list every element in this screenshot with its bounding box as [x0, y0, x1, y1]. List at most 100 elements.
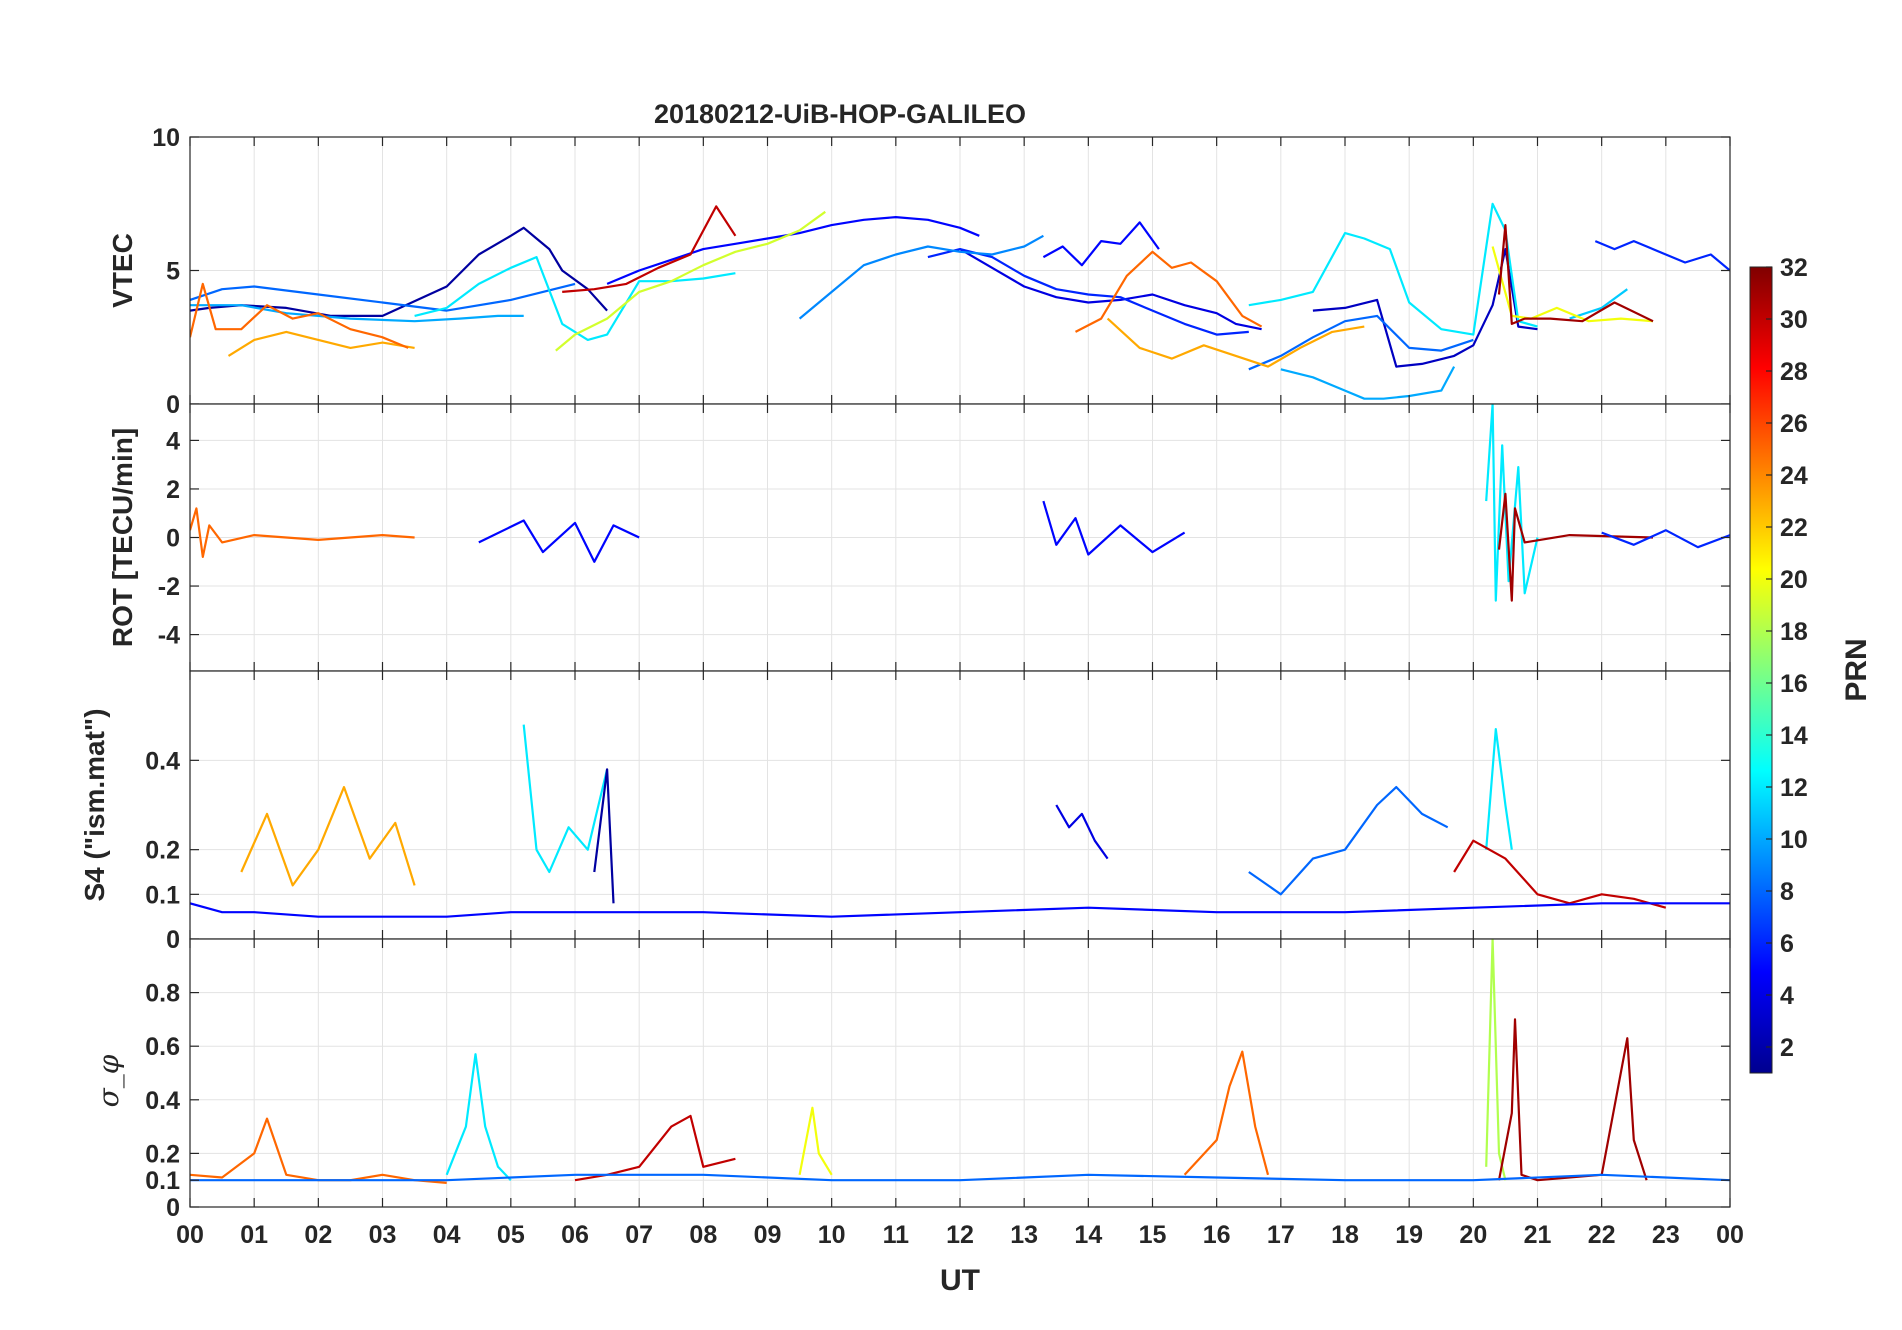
series-prn-8 — [1248, 785, 1449, 896]
x-tick-label: 05 — [497, 1221, 525, 1249]
series-prn-23 — [240, 785, 416, 887]
colorbar-tick-label: 12 — [1780, 774, 1808, 802]
chart-title: 20180212-UiB-HOP-GALILEO — [654, 99, 1026, 129]
y-tick-label: 0 — [166, 391, 180, 419]
series-prn-5 — [478, 519, 640, 563]
y-tick-label: 0.2 — [145, 837, 180, 865]
y-tick-label: 0.1 — [145, 881, 180, 909]
x-axis-label: UT — [940, 1264, 980, 1297]
y-tick-label: 0 — [166, 926, 180, 954]
y-tick-label: 5 — [166, 258, 180, 286]
x-tick-label: 00 — [1716, 1221, 1744, 1249]
series-prn-31 — [1497, 224, 1654, 325]
series-prn-31 — [1497, 1018, 1648, 1182]
series-group — [190, 202, 1730, 400]
series-prn-12 — [414, 256, 736, 341]
y-axis-label: ROT [TECU/min] — [107, 428, 138, 647]
y-tick-label: 4 — [166, 427, 180, 455]
series-prn-30 — [562, 205, 737, 293]
x-tick-label: 14 — [1074, 1221, 1102, 1249]
series-prn-25 — [190, 282, 409, 349]
x-tick-label: 13 — [1010, 1221, 1038, 1249]
series-prn-30 — [1453, 839, 1667, 909]
series-prn-25 — [190, 1117, 447, 1184]
x-tick-label: 16 — [1203, 1221, 1231, 1249]
series-prn-10 — [190, 304, 524, 323]
series-group — [190, 404, 1730, 602]
series-prn-2 — [190, 226, 608, 317]
colorbar-tick-label: 4 — [1780, 982, 1794, 1010]
series-prn-2 — [593, 768, 615, 904]
x-tick-label: 12 — [946, 1221, 974, 1249]
colorbar-tick-label: 14 — [1780, 722, 1808, 750]
series-prn-12 — [445, 1053, 512, 1181]
colorbar-tick-label: 20 — [1780, 566, 1808, 594]
series-prn-12 — [522, 724, 609, 874]
x-tick-label: 11 — [883, 1221, 910, 1249]
series-prn-5 — [606, 216, 980, 285]
x-tick-label: 10 — [818, 1221, 846, 1249]
series-group — [190, 939, 1730, 1184]
series-prn-5 — [1042, 221, 1160, 267]
y-axis-label: VTEC — [107, 233, 138, 308]
x-tick-label: 08 — [689, 1221, 717, 1249]
x-tick-label: 21 — [1524, 1221, 1552, 1249]
series-prn-25 — [1183, 1050, 1270, 1176]
y-axis-label: σ_φ — [92, 1054, 125, 1107]
series-prn-8 — [190, 1173, 1730, 1182]
y-tick-label: 0 — [166, 1194, 180, 1222]
series-prn-25 — [1074, 250, 1263, 333]
panel-s4: 0 0.1 0.2 0.4 S4 ("ism.mat") — [79, 670, 1731, 954]
series-prn-19 — [555, 210, 826, 352]
series-prn-25 — [190, 507, 415, 559]
y-tick-label: 10 — [152, 124, 180, 152]
series-prn-23 — [227, 330, 415, 357]
y-tick-label: 0.1 — [145, 1167, 180, 1195]
colorbar-tick-label: 26 — [1780, 410, 1808, 438]
colorbar-tick-label: 18 — [1780, 618, 1808, 646]
x-tick-label: 19 — [1395, 1221, 1423, 1249]
y-tick-label: 0.4 — [145, 747, 180, 775]
colorbar-tick-label: 32 — [1780, 254, 1808, 282]
series-prn-20 — [798, 1106, 833, 1176]
series-prn-11 — [1569, 288, 1628, 320]
panel-vtec: 0 5 10 VTEC — [107, 124, 1731, 419]
colorbar-tick-label: 22 — [1780, 514, 1808, 542]
x-tick-label: 04 — [433, 1221, 461, 1249]
colorbar-tick-label: 8 — [1780, 878, 1794, 906]
series-prn-31 — [1497, 492, 1654, 602]
series-group — [190, 724, 1730, 918]
y-axis-label: S4 ("ism.mat") — [79, 708, 110, 901]
x-tick-label: 03 — [369, 1221, 397, 1249]
series-prn-8 — [1248, 314, 1474, 371]
y-tick-label: 0 — [166, 525, 180, 553]
x-tick-label: 02 — [304, 1221, 332, 1249]
colorbar-tick-label: 30 — [1780, 306, 1808, 334]
panel-rot: -4 -2 0 2 4 ROT [TECU/min] — [107, 403, 1731, 672]
series-prn-8 — [190, 282, 576, 312]
series-prn-9 — [798, 234, 1044, 320]
x-tick-label: 20 — [1459, 1221, 1487, 1249]
series-prn-12 — [1485, 727, 1513, 850]
series-prn-4 — [1055, 804, 1109, 860]
colorbar-tick-label: 10 — [1780, 826, 1808, 854]
x-tick-label: 06 — [561, 1221, 589, 1249]
gridlines — [189, 939, 1731, 1208]
y-tick-label: 2 — [166, 476, 180, 504]
series-prn-5 — [1042, 500, 1186, 556]
y-tick-label: 0.4 — [145, 1087, 180, 1115]
series-prn-4 — [959, 248, 1262, 331]
colorbar-tick-label: 16 — [1780, 670, 1808, 698]
x-tick-label: 07 — [625, 1221, 653, 1249]
y-tick-label: 0.2 — [145, 1140, 180, 1168]
x-tick-label: 17 — [1267, 1221, 1295, 1249]
colorbar-gradient — [1749, 266, 1773, 1074]
series-prn-6 — [1601, 529, 1730, 549]
colorbar-label: PRN — [1840, 638, 1873, 701]
x-tick-label: 23 — [1652, 1221, 1680, 1249]
x-tick-label: 09 — [754, 1221, 782, 1249]
panel-sigma_phi: 00.10.2 0.4 0.6 0.8 σ_φ — [92, 938, 1731, 1222]
